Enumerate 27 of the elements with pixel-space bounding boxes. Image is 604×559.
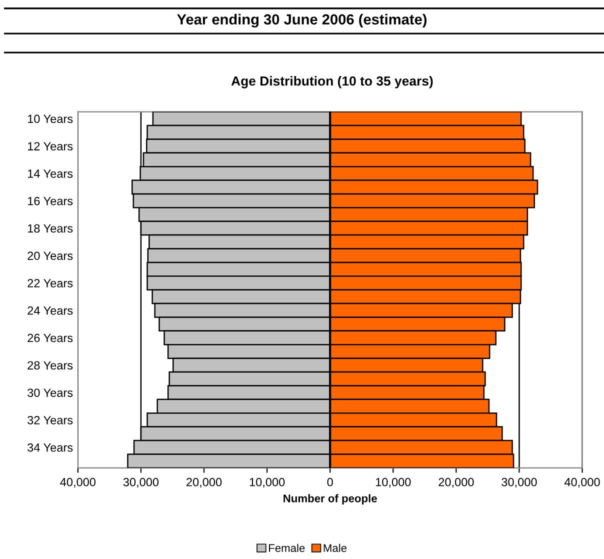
- y-tick-label: 28 Years: [28, 361, 73, 370]
- x-tick-label: 30,000: [502, 478, 537, 488]
- y-tick-label: 14 Years: [28, 170, 73, 178]
- x-tick-label: 30,000: [123, 478, 159, 488]
- y-tick-label: 34 Years: [28, 443, 73, 452]
- y-tick-label: 32 Years: [28, 416, 73, 424]
- chart-title: Year ending 30 June 2006 (estimate): [177, 14, 427, 28]
- x-tick-label: 0: [327, 478, 333, 486]
- y-tick-label: 18 Years: [28, 224, 73, 233]
- x-tick-label: 40,000: [60, 478, 96, 488]
- chart-subtitle: Age Distribution (10 to 35 years): [231, 76, 433, 88]
- y-tick-label: 16 Years: [28, 196, 73, 206]
- y-tick-label: 12 Years: [28, 142, 73, 150]
- legend-label: Male: [324, 544, 347, 552]
- y-tick-label: 22 Years: [28, 279, 73, 288]
- x-tick-label: 10,000: [376, 478, 411, 488]
- y-tick-label: 20 Years: [28, 252, 73, 260]
- y-tick-label: 26 Years: [28, 334, 73, 342]
- legend-label: Female: [269, 544, 305, 552]
- x-tick-label: 20,000: [186, 478, 222, 488]
- x-axis-title: Number of people: [284, 494, 377, 505]
- x-tick-label: 10,000: [250, 478, 285, 488]
- x-tick-label: 20,000: [438, 478, 474, 488]
- x-tick-label: 40,000: [564, 478, 600, 488]
- y-tick-label: 30 Years: [28, 388, 73, 397]
- y-tick-label: 10 Years: [28, 114, 73, 124]
- y-tick-label: 24 Years: [28, 306, 73, 315]
